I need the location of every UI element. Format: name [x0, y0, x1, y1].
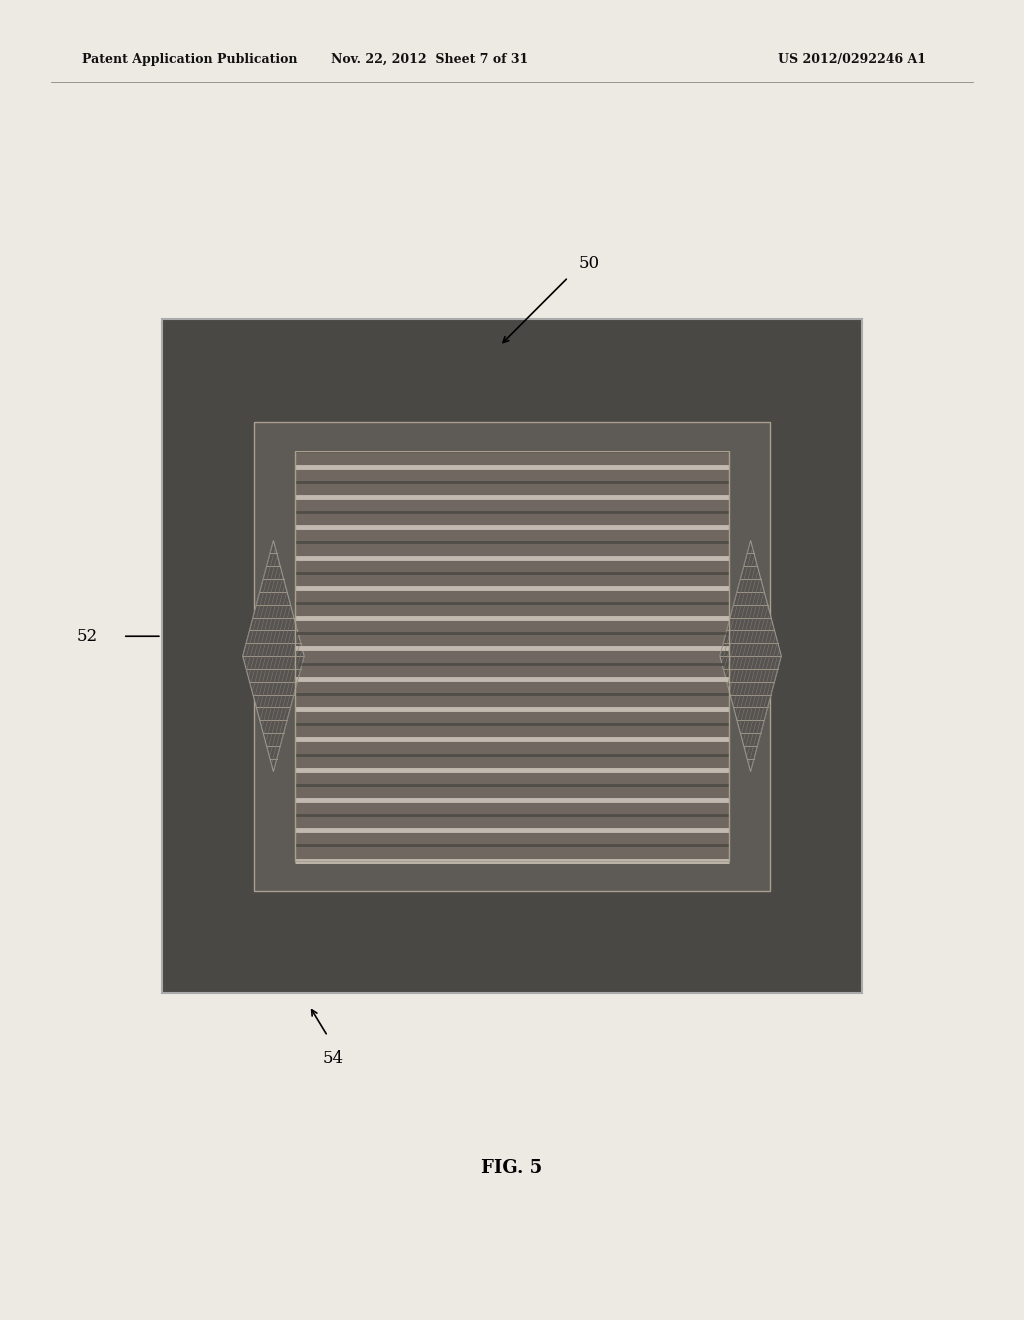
Text: Patent Application Publication: Patent Application Publication	[82, 53, 297, 66]
Text: Nov. 22, 2012  Sheet 7 of 31: Nov. 22, 2012 Sheet 7 of 31	[332, 53, 528, 66]
Bar	[295, 451, 729, 861]
Text: FIG. 5: FIG. 5	[481, 1159, 543, 1177]
Polygon shape	[243, 541, 304, 771]
Text: US 2012/0292246 A1: US 2012/0292246 A1	[778, 53, 927, 66]
Text: 50: 50	[579, 256, 600, 272]
Text: 52: 52	[76, 628, 97, 644]
Polygon shape	[720, 541, 781, 771]
Bar	[254, 422, 770, 891]
Bar	[162, 319, 862, 993]
Text: 54: 54	[323, 1051, 344, 1067]
Bar	[295, 451, 729, 861]
